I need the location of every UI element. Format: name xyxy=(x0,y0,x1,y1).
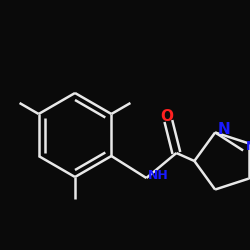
Text: NH: NH xyxy=(148,169,169,182)
Text: O: O xyxy=(160,109,173,124)
Text: NH₂: NH₂ xyxy=(246,140,250,153)
Text: N: N xyxy=(218,122,231,138)
